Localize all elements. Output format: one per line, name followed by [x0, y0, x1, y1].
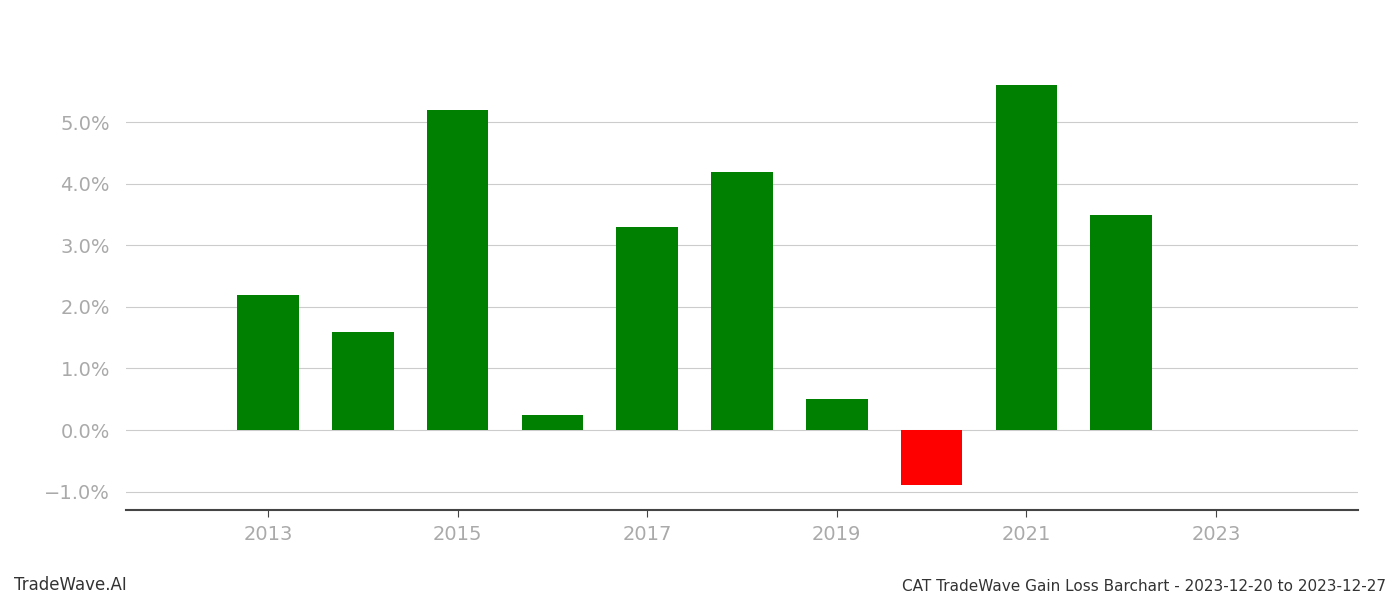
Bar — [427, 110, 489, 430]
Bar — [995, 85, 1057, 430]
Bar — [1091, 215, 1152, 430]
Text: TradeWave.AI: TradeWave.AI — [14, 576, 127, 594]
Bar — [900, 430, 962, 485]
Bar — [806, 399, 868, 430]
Bar — [711, 172, 773, 430]
Bar — [522, 415, 584, 430]
Bar — [238, 295, 300, 430]
Bar — [332, 332, 393, 430]
Text: CAT TradeWave Gain Loss Barchart - 2023-12-20 to 2023-12-27: CAT TradeWave Gain Loss Barchart - 2023-… — [902, 579, 1386, 594]
Bar — [616, 227, 678, 430]
